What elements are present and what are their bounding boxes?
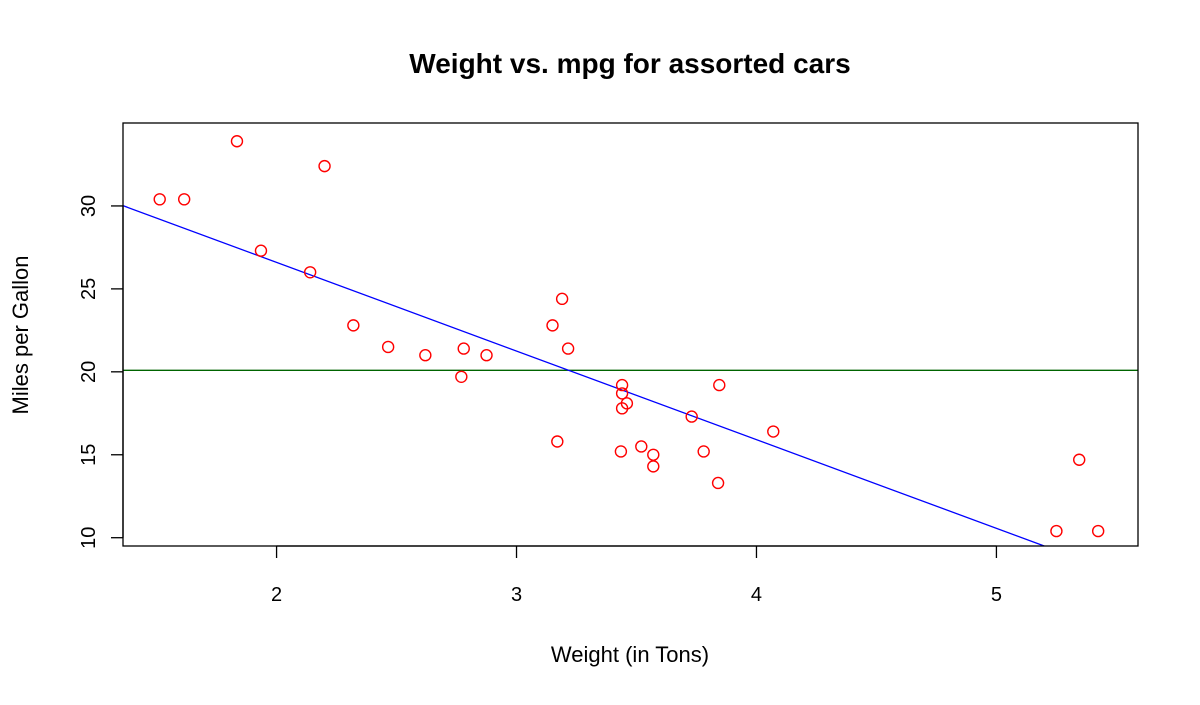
x-tick-label-2: 2 [271,584,282,606]
data-point-20 [620,397,634,410]
y-tick-label-25: 25 [78,278,100,300]
data-point-17 [615,387,629,400]
data-point-15 [561,342,575,355]
data-point-5 [318,159,331,173]
data-point-26 [711,476,725,490]
data-point-31 [1091,524,1105,538]
data-point-11 [480,349,493,362]
data-point-23 [647,448,660,461]
data-point-8 [419,349,432,362]
data-point-3 [254,244,268,257]
data-point-1 [177,193,191,206]
data-point-10 [457,342,470,355]
x-tick-label-4: 4 [751,584,762,606]
data-point-30 [1073,453,1086,466]
y-tick-label-30: 30 [78,195,100,217]
y-tick-label-10: 10 [78,527,100,549]
y-axis: 10 15 20 25 30 [78,195,124,549]
x-tick-label-5: 5 [991,584,1002,606]
x-axis: 2 3 4 5 [271,545,1002,606]
data-point-24 [685,410,698,423]
data-point-29 [1050,524,1063,538]
data-point-14 [555,292,569,306]
plot-layer [122,135,1138,547]
data-point-22 [647,460,660,473]
data-point-7 [381,340,395,354]
data-point-4 [303,266,317,279]
data-point-13 [551,435,564,448]
data-point-6 [347,319,360,332]
data-point-0 [153,193,166,206]
data-point-2 [230,135,244,148]
x-tick-label-3: 3 [511,584,522,606]
plot-frame [122,122,1139,547]
chart-title: Weight vs. mpg for assorted cars [409,48,850,79]
y-tick-label-20: 20 [78,361,100,383]
regression-line [122,205,1045,547]
data-point-12 [546,319,559,332]
data-point-21 [635,440,648,453]
data-point-28 [767,425,780,438]
data-point-16 [614,445,628,458]
data-point-18 [615,378,629,392]
data-point-25 [697,445,710,458]
data-point-9 [455,370,468,383]
y-tick-label-15: 15 [78,444,100,466]
x-axis-label: Weight (in Tons) [551,642,709,667]
data-point-27 [713,378,726,392]
y-axis-label: Miles per Gallon [8,256,33,415]
